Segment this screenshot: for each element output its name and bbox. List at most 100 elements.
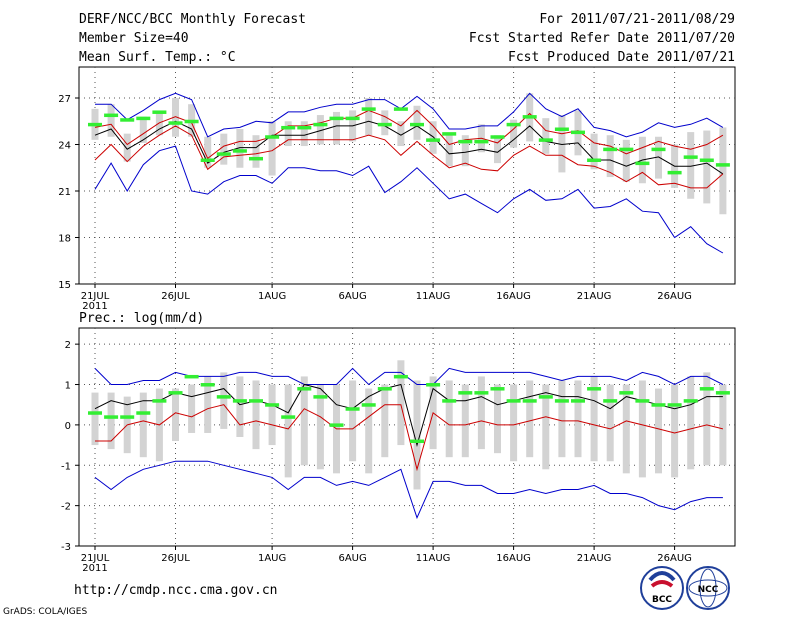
temp-observed-marker — [393, 107, 408, 111]
temp-year-label: 2011 — [82, 301, 107, 312]
chart-title: DERF/NCC/BCC Monthly Forecast — [79, 12, 306, 27]
temp-observed-marker — [152, 110, 167, 114]
prec-observed-marker — [393, 374, 408, 379]
temp-spread-box — [510, 119, 518, 148]
temp-spread-box — [236, 129, 244, 168]
prec-observed-marker — [88, 411, 102, 415]
prec-spread-box — [188, 384, 196, 433]
prec-xtick-label: 26AUG — [657, 553, 692, 564]
temp-spread-box — [606, 135, 614, 178]
temp-observed-marker — [554, 127, 569, 131]
temp-spread-box — [461, 135, 469, 167]
prec-observed-marker — [442, 399, 457, 403]
prec-ytick-label: 2 — [65, 340, 71, 351]
prec-spread-box — [284, 384, 292, 478]
prec-spread-box — [574, 380, 582, 458]
temp-spread-box — [655, 136, 662, 179]
temp-observed-marker — [699, 158, 714, 162]
temp-spread-box — [397, 121, 405, 147]
prec-ytick-label: -2 — [61, 502, 71, 513]
prec-spread-box — [268, 384, 276, 446]
temp-observed-marker — [120, 118, 135, 122]
prec-spread-box — [638, 380, 646, 478]
prec-observed-marker — [651, 403, 666, 407]
prec-observed-marker — [715, 391, 730, 395]
prec-xtick-label: 6AUG — [338, 553, 366, 564]
prec-observed-marker — [587, 387, 602, 391]
temp-observed-marker — [345, 116, 360, 121]
prec-observed-marker — [232, 399, 247, 403]
temp-spread-box — [365, 98, 373, 136]
prec-ytick-label: -1 — [61, 461, 71, 472]
temp-observed-marker — [490, 135, 505, 139]
precip-label: Prec.: log(mm/d) — [79, 311, 204, 326]
temp-observed-marker — [136, 116, 151, 121]
prec-spread-box — [461, 384, 469, 458]
prec-observed-marker — [571, 399, 585, 403]
prec-observed-marker — [538, 395, 553, 399]
temp-ytick-label: 27 — [58, 94, 71, 105]
grads-credit: GrADS: COLA/IGES — [3, 607, 87, 617]
prec-observed-marker — [506, 399, 521, 403]
prec-spread-box — [590, 376, 598, 462]
prec-observed-marker — [474, 391, 489, 395]
temp-ytick-label: 24 — [58, 141, 71, 152]
precipitation-panel: -3 -2 -1 0 1 2 21JUL 26JUL 1AUG 6AUG 11AUG 16AUG 21A… — [61, 327, 736, 574]
temp-spread-box — [316, 115, 324, 145]
temp-observed-marker — [715, 163, 730, 167]
prec-spread-box — [558, 380, 566, 458]
prec-observed-marker — [619, 391, 634, 395]
temp-xtick-label: 1AUG — [258, 291, 286, 302]
prec-ytick-label: -3 — [61, 542, 71, 553]
temp-xtick-label: 6AUG — [338, 291, 366, 302]
prec-spread-box — [91, 392, 99, 446]
prec-observed-marker — [635, 399, 650, 403]
temp-observed-marker — [506, 122, 521, 127]
temp-xtick-label: 16AUG — [496, 291, 531, 302]
ncc-logo-text: NCC — [698, 585, 719, 595]
temp-spread-box — [204, 136, 212, 168]
prec-spread-box — [236, 376, 244, 437]
temp-spread-box — [494, 135, 501, 164]
temp-spread-box — [413, 105, 421, 140]
fcst-started-date: Fcst Started Refer Date 2011/07/20 — [469, 31, 735, 46]
temp-observed-marker — [651, 147, 666, 152]
prec-xtick-label: 26JUL — [161, 553, 190, 564]
prec-observed-marker — [216, 395, 231, 399]
prec-observed-marker — [265, 403, 280, 407]
temp-observed-marker — [184, 119, 199, 124]
temp-spread-box — [687, 132, 695, 199]
temp-observed-marker — [377, 122, 392, 127]
temp-observed-marker — [313, 122, 328, 127]
prec-observed-marker — [104, 415, 119, 419]
temp-ytick-label: 18 — [58, 234, 71, 245]
prec-spread-box — [494, 384, 501, 454]
temp-observed-marker — [538, 138, 553, 142]
prec-observed-marker — [297, 387, 312, 391]
temp-observed-marker — [281, 125, 296, 130]
prec-xtick-label: 21AUG — [577, 553, 612, 564]
prec-spread-box — [107, 392, 115, 450]
temp-spread-box — [333, 111, 340, 145]
temp-observed-marker — [200, 158, 215, 162]
temp-spread-box — [719, 127, 727, 215]
prec-xtick-label: 16AUG — [496, 553, 531, 564]
temp-observed-marker — [232, 149, 247, 153]
temp-spread-box — [139, 116, 147, 143]
temperature-panel: 15 18 21 24 27 21JUL 26JUL 1AUG 6AUG 11AUG 16AUG 21… — [58, 66, 736, 312]
temp-observed-marker — [216, 152, 231, 156]
prec-spread-box — [172, 388, 179, 442]
prec-series-lower — [95, 404, 724, 472]
temp-ytick-label: 15 — [58, 280, 71, 291]
temp-observed-marker — [88, 122, 102, 127]
temp-spread-box — [703, 130, 711, 204]
prec-spread-box — [300, 376, 308, 466]
forecast-period: For 2011/07/21-2011/08/29 — [539, 12, 735, 27]
temp-xtick-label: 11AUG — [416, 291, 451, 302]
prec-spread-box — [316, 384, 324, 470]
temp-observed-marker — [168, 121, 183, 125]
fcst-produced-date: Fcst Produced Date 2011/07/21 — [508, 50, 735, 65]
temp-observed-marker — [104, 113, 119, 118]
prec-spread-box — [139, 392, 147, 458]
